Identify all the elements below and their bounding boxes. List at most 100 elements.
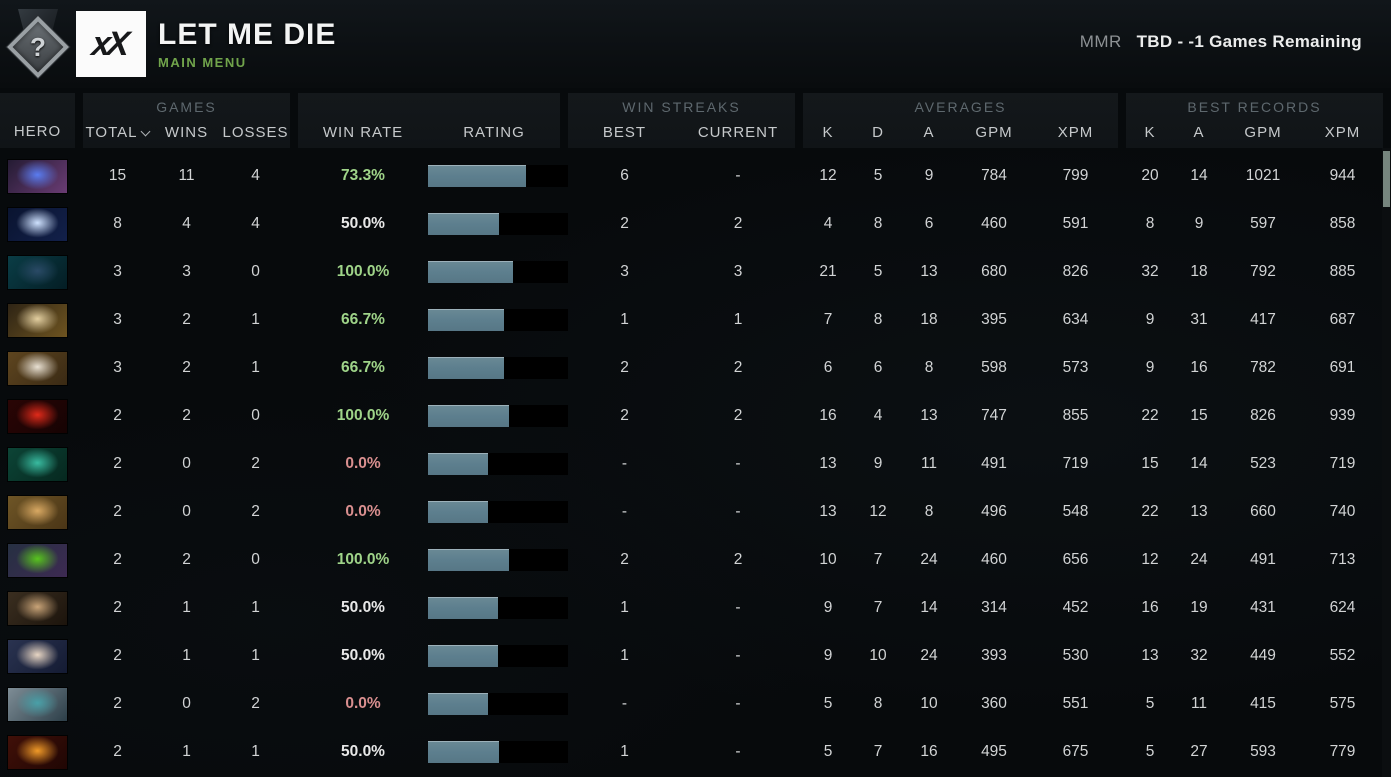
hero-portrait-icon[interactable] [8,351,67,385]
winrate-value: 50.0% [341,647,385,664]
hero-stats-row[interactable]: 2 2 0 100.0% 2 2 16 4 13 747 855 22 15 [0,392,1391,440]
rating-bar-fill [428,597,498,619]
hero-stats-row[interactable]: 2 1 1 50.0% 1 - 5 7 16 495 675 5 27 593 [0,728,1391,776]
best-xpm-value: 687 [1329,311,1356,328]
column-header-best-xpm[interactable]: XPM [1324,123,1361,141]
rating-bar-track [428,357,568,379]
losses-value: 1 [251,359,260,376]
rating-bar-track [428,213,568,235]
winrate-value: 0.0% [345,455,381,472]
column-header-avg-xpm[interactable]: XPM [1057,123,1094,141]
vertical-scrollbar[interactable] [1382,148,1391,777]
column-header-best-kills[interactable]: K [1144,123,1156,141]
rating-bar [428,693,568,715]
player-avatar[interactable]: xX [76,11,146,77]
column-header-best-assists[interactable]: A [1193,123,1205,141]
rating-bar-fill [428,213,500,235]
current-streak-value: - [735,503,741,520]
hero-stats-row[interactable]: 3 2 1 66.7% 2 2 6 6 8 598 573 9 16 782 [0,344,1391,392]
avg-gpm-value: 784 [981,167,1007,184]
avg-deaths-value: 4 [873,407,883,424]
rating-bar-track [428,261,568,283]
avg-gpm-value: 680 [981,263,1007,280]
losses-value: 0 [251,263,260,280]
best-xpm-value: 719 [1329,455,1356,472]
rating-bar-fill [428,357,504,379]
rating-bar [428,645,568,667]
wins-value: 0 [182,503,191,520]
hero-stats-row[interactable]: 2 0 2 0.0% - - 5 8 10 360 551 5 11 415 [0,680,1391,728]
avg-kills-value: 4 [823,215,833,232]
hero-stats-row[interactable]: 15 11 4 73.3% 6 - 12 5 9 784 799 20 14 [0,152,1391,200]
best-gpm-value: 523 [1250,455,1276,472]
hero-portrait-icon[interactable] [8,495,67,529]
hero-portrait-icon[interactable] [8,399,67,433]
avg-assists-value: 24 [920,551,938,568]
column-header-wins[interactable]: WINS [164,123,209,141]
best-xpm-value: 552 [1329,647,1356,664]
avg-xpm-value: 656 [1062,551,1089,568]
best-assists-value: 14 [1190,167,1208,184]
column-header-winrate[interactable]: WIN RATE [322,123,404,141]
rating-bar-fill [428,309,504,331]
scrollbar-thumb[interactable] [1383,151,1390,207]
hero-portrait-icon[interactable] [8,303,67,337]
hero-stats-row[interactable]: 2 0 2 0.0% - - 13 12 8 496 548 22 13 66 [0,488,1391,536]
rating-bar-track [428,645,568,667]
column-header-hero[interactable]: HERO [13,123,62,140]
hero-portrait-icon[interactable] [8,159,67,193]
hero-stats-row[interactable]: 2 0 2 0.0% - - 13 9 11 491 719 15 14 52 [0,440,1391,488]
winrate-value: 0.0% [345,503,381,520]
column-header-losses[interactable]: LOSSES [222,123,289,141]
avg-gpm-value: 393 [981,647,1007,664]
hero-portrait-icon[interactable] [8,687,67,721]
best-streak-value: 2 [620,407,629,424]
hero-portrait-icon[interactable] [8,591,67,625]
column-header-avg-assists[interactable]: A [923,123,935,141]
avg-gpm-value: 747 [981,407,1007,424]
table-body: 15 11 4 73.3% 6 - 12 5 9 784 799 20 14 [0,152,1391,776]
column-header-avg-gpm[interactable]: GPM [975,123,1013,141]
avg-assists-value: 9 [924,167,934,184]
hero-stats-row[interactable]: 3 3 0 100.0% 3 3 21 5 13 680 826 32 18 [0,248,1391,296]
column-header-current-streak[interactable]: CURRENT [697,123,779,141]
wins-value: 1 [182,743,191,760]
best-streak-value: 1 [620,599,629,616]
main-menu-link[interactable]: MAIN MENU [158,55,247,70]
best-gpm-value: 826 [1250,407,1276,424]
mmr-status: MMR TBD - -1 Games Remaining [1080,32,1362,52]
hero-portrait-icon[interactable] [8,207,67,241]
hero-portrait-icon[interactable] [8,255,67,289]
avg-assists-value: 10 [920,695,938,712]
best-kills-value: 32 [1141,263,1159,280]
column-header-best-gpm[interactable]: GPM [1244,123,1282,141]
best-gpm-value: 415 [1250,695,1276,712]
hero-stats-row[interactable]: 2 2 0 100.0% 2 2 10 7 24 460 656 12 24 [0,536,1391,584]
column-header-avg-kills[interactable]: K [822,123,834,141]
hero-portrait-icon[interactable] [8,447,67,481]
best-kills-value: 13 [1141,647,1159,664]
avg-assists-value: 13 [920,407,938,424]
best-assists-value: 14 [1190,455,1208,472]
header-block-games: GAMES TOTAL WINS LOSSES [83,93,290,148]
best-streak-value: 2 [620,359,629,376]
rating-bar-track [428,501,568,523]
column-header-avg-deaths[interactable]: D [872,123,884,141]
hero-stats-row[interactable]: 2 1 1 50.0% 1 - 9 10 24 393 530 13 32 4 [0,632,1391,680]
best-gpm-value: 491 [1250,551,1276,568]
current-streak-value: - [735,455,741,472]
hero-portrait-icon[interactable] [8,543,67,577]
column-header-rating[interactable]: RATING [463,123,525,141]
hero-stats-row[interactable]: 8 4 4 50.0% 2 2 4 8 6 460 591 8 9 597 [0,200,1391,248]
column-header-best-streak[interactable]: BEST [602,123,647,141]
avg-deaths-value: 10 [869,647,887,664]
hero-portrait-icon[interactable] [8,639,67,673]
hero-stats-row[interactable]: 3 2 1 66.7% 1 1 7 8 18 395 634 9 31 417 [0,296,1391,344]
hero-stats-row[interactable]: 2 1 1 50.0% 1 - 9 7 14 314 452 16 19 43 [0,584,1391,632]
avg-kills-value: 12 [819,167,837,184]
hero-portrait-icon[interactable] [8,735,67,769]
header-block-winrate: WIN RATE RATING [298,93,560,148]
column-header-total[interactable]: TOTAL [83,124,152,141]
rating-bar [428,549,568,571]
current-streak-value: 2 [733,215,743,232]
